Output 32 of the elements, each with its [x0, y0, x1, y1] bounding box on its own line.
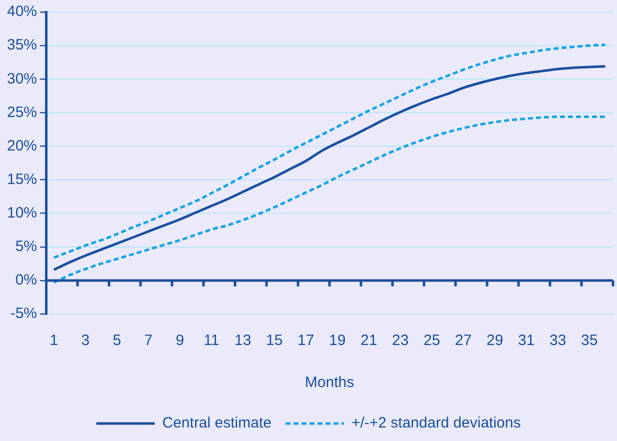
- y-tick-label: 30%: [6, 70, 38, 88]
- y-tick-label: 10%: [6, 204, 38, 222]
- y-tick-label: 40%: [6, 3, 38, 20]
- y-tick-label: 20%: [6, 137, 38, 154]
- x-tick-label: 11: [204, 332, 220, 350]
- x-tick-label: 17: [298, 332, 314, 350]
- x-tick-label: 21: [360, 332, 378, 350]
- x-tick-label: 25: [424, 332, 440, 350]
- x-tick-label: 1: [50, 332, 58, 350]
- y-tick-label: 5%: [15, 238, 38, 256]
- y-tick-label: 15%: [6, 170, 38, 188]
- x-tick-label: 29: [486, 332, 504, 350]
- x-tick-label: 33: [550, 332, 566, 350]
- x-tick-label: 3: [81, 332, 90, 350]
- x-tick-label: 5: [112, 332, 122, 350]
- x-tick-label: 35: [581, 332, 598, 350]
- x-tick-label: 23: [392, 332, 409, 350]
- line-series: [52, 115, 606, 284]
- x-tick-label: 13: [234, 332, 252, 350]
- legend-label: Central estimate: [162, 414, 272, 432]
- y-tick-label: 0%: [15, 272, 38, 289]
- legend-label: +/-+2 standard deviations: [351, 414, 521, 432]
- x-tick-label: 15: [266, 332, 283, 350]
- x-tick-label: 27: [455, 332, 472, 350]
- x-axis-title: Months: [304, 374, 354, 392]
- y-tick-label: 35%: [6, 36, 38, 54]
- x-tick-label: 31: [518, 332, 535, 350]
- x-tick-label: 19: [329, 332, 346, 350]
- x-tick-label: 9: [176, 332, 184, 350]
- y-tick-label: 25%: [6, 104, 38, 121]
- y-tick-label: -5%: [10, 305, 38, 322]
- x-tick-label: 7: [144, 332, 153, 350]
